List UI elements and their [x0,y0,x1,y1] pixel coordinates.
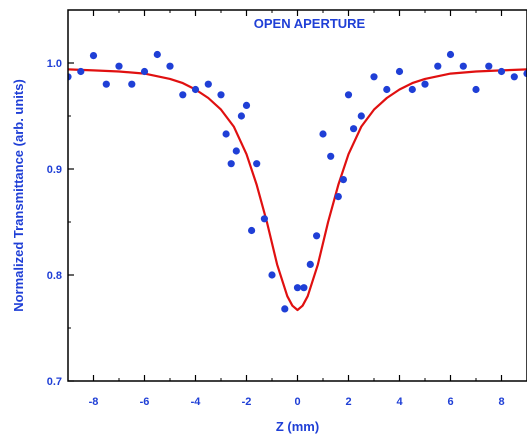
data-point [300,284,308,292]
y-tick-label: 0.8 [47,270,62,282]
data-point [253,160,261,168]
data-point [510,73,518,81]
data-point [459,62,467,70]
data-point [128,80,136,88]
data-point [350,125,358,133]
y-axis: 0.7 0.8 0.9 1.0 [47,9,74,388]
data-point [248,226,256,235]
data-point [115,62,123,70]
data-point [485,62,493,70]
data-point [153,50,161,59]
data-point [237,112,245,120]
data-point [227,160,235,168]
data-point [242,101,251,109]
x-axis-title: Z (mm) [276,419,319,434]
x-tick-label: -8 [89,396,99,408]
data-point [222,130,230,138]
data-point [217,91,225,99]
x-axis: -8 -6 -4 -2 0 2 4 6 8 [67,10,527,408]
data-point [395,67,404,76]
data-point [102,80,110,88]
data-point [408,85,416,94]
x-tick-label: 4 [396,396,403,408]
y-tick-label: 0.9 [47,164,62,176]
data-point [339,176,347,184]
data-point [421,80,429,88]
data-point [293,284,302,292]
data-point [334,193,342,201]
plot-area [68,50,527,313]
x-tick-label: 8 [498,396,504,408]
data-point [191,85,200,94]
data-point [232,147,240,155]
data-point [327,152,335,160]
fit-curve [68,68,527,312]
data-point [319,130,327,138]
data-point [281,305,289,313]
data-point [140,67,149,76]
x-tick-label: 0 [294,396,300,408]
data-point [313,232,321,240]
data-point [472,85,480,94]
data-point [204,80,212,88]
data-point [497,67,506,76]
y-axis-title: Normalized Transmittance (arb. units) [11,79,26,312]
y-tick-label: 0.7 [47,376,62,388]
x-tick-label: -6 [140,396,150,408]
data-point [446,50,455,59]
data-point [77,67,85,76]
data-point [166,62,174,70]
data-point [383,85,391,94]
data-point [260,215,268,223]
x-tick-label: 6 [447,396,453,408]
data-point [523,70,527,78]
chart-title: OPEN APERTURE [254,16,366,31]
data-point [370,73,378,81]
data-point [268,271,276,279]
data-point [306,260,314,268]
x-tick-label: -4 [191,396,202,408]
data-point [357,112,365,120]
x-tick-label: -2 [242,396,252,408]
x-tick-label: 2 [345,396,351,408]
data-point [179,91,187,99]
data-point [434,62,442,70]
data-point [68,73,72,81]
data-point [344,91,353,99]
data-point [89,52,98,60]
y-tick-label: 1.0 [47,58,62,70]
